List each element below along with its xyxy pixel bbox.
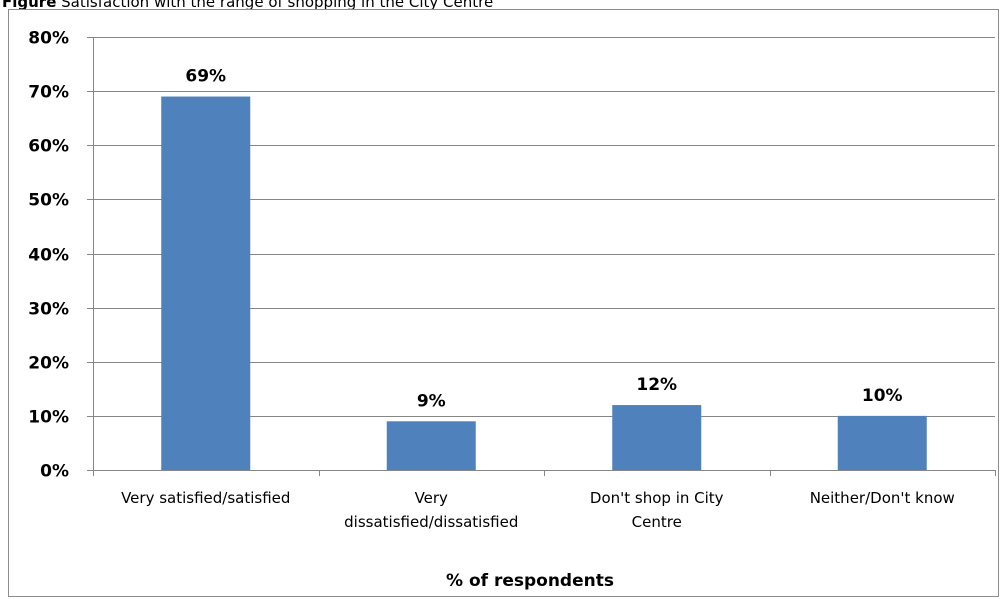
x-category-label: Very <box>415 489 448 507</box>
y-tick-label: 10% <box>28 408 69 428</box>
y-tick-label: 0% <box>40 462 69 482</box>
y-tick-label: 40% <box>28 246 69 266</box>
bar <box>612 405 702 470</box>
bar-value-label: 10% <box>862 386 903 406</box>
x-category-label: Neither/Don't know <box>810 489 955 507</box>
y-tick-label: 80% <box>28 29 69 49</box>
y-tick-label: 60% <box>28 137 69 157</box>
figure-caption-text: Satisfaction with the range of shopping … <box>61 0 494 11</box>
axes <box>87 37 996 476</box>
figure-caption: Figure Satisfaction with the range of sh… <box>0 0 1001 13</box>
y-tick-label: 30% <box>28 300 69 320</box>
figure-caption-label: Figure <box>2 0 57 11</box>
bar-value-label: 69% <box>185 67 226 87</box>
labels: 0% 10% 20% 30% 40% 50% 60% 70% 80% 69% Very satisf… <box>28 29 955 532</box>
x-category-label: dissatisfied/dissatisfied <box>344 513 518 531</box>
bar <box>837 415 927 470</box>
y-tick-label: 70% <box>28 83 69 103</box>
x-category-label: Very satisfied/satisfied <box>121 489 290 507</box>
bars <box>161 96 927 470</box>
x-category-label: Centre <box>632 513 682 531</box>
x-axis-title: % of respondents <box>446 571 614 591</box>
bar-value-label: 9% <box>417 391 446 411</box>
y-tick-label: 50% <box>28 191 69 211</box>
x-category-label: Don't shop in City <box>590 489 724 507</box>
bar <box>386 421 476 470</box>
bar-value-label: 12% <box>636 375 677 395</box>
bar <box>161 96 251 470</box>
y-tick-label: 20% <box>28 354 69 374</box>
